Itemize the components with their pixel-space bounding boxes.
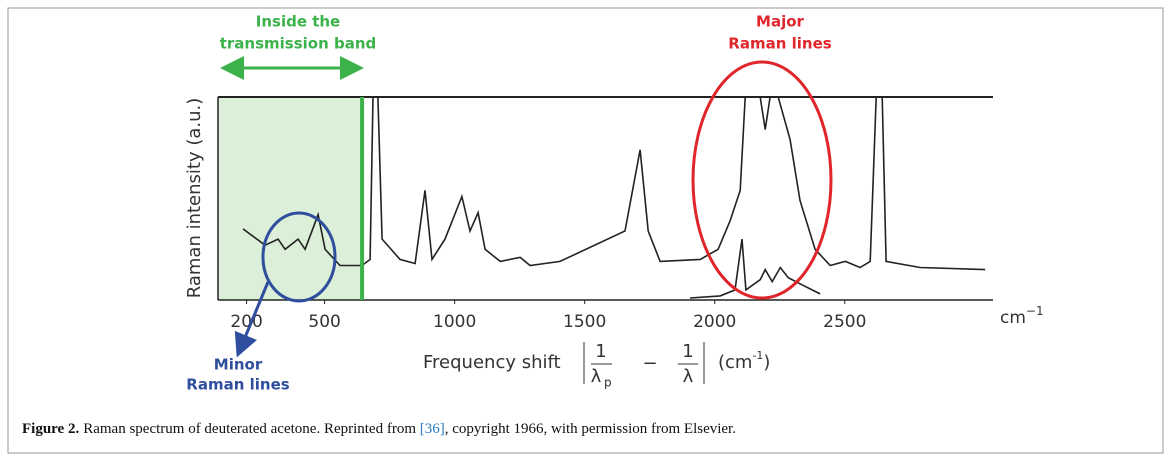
- denominator: λ: [683, 366, 694, 387]
- band-label: transmission band: [220, 35, 377, 53]
- x-tick-label: 500: [308, 312, 340, 332]
- unit: ): [763, 352, 770, 373]
- numerator: 1: [595, 341, 606, 362]
- x-label-text: Frequency shift: [423, 352, 561, 373]
- major-label: Major: [756, 13, 804, 31]
- svg-text:(cm-1): (cm-1): [718, 349, 770, 373]
- caption: Figure 2. Raman spectrum of deuterated ac…: [22, 421, 736, 437]
- subscript: p: [604, 376, 612, 390]
- unit-exp: -1: [752, 349, 763, 362]
- band-label: Inside the: [256, 13, 341, 31]
- x-tick-label: 2500: [823, 312, 866, 332]
- y-axis-label: Raman intensity (a.u.): [184, 98, 205, 299]
- figure-border: [7, 7, 1164, 454]
- caption-label: Figure 2.: [22, 421, 79, 437]
- transmission-band: [218, 97, 363, 300]
- x-tick-label: 1500: [563, 312, 606, 332]
- spectrum-line: [242, 96, 986, 271]
- x-tick-label: 1000: [433, 312, 476, 332]
- caption-text: , copyright 1966, with permission from E…: [445, 421, 736, 437]
- caption-ref[interactable]: [36]: [420, 421, 445, 437]
- major-label: Raman lines: [728, 35, 831, 53]
- denominator: λ: [591, 366, 602, 387]
- spectrum-line: [689, 238, 821, 299]
- x-unit-base: cm: [1000, 308, 1026, 328]
- minor-label: Minor: [214, 356, 263, 374]
- unit: (cm: [718, 352, 752, 373]
- x-unit: cm−1: [1000, 304, 1044, 329]
- major-ellipse: [691, 60, 833, 300]
- minus: −: [642, 353, 657, 374]
- minor-arrow: [234, 281, 270, 358]
- x-axis-label: Frequency shift 1 λ p − 1 λ (cm-1): [423, 341, 770, 390]
- x-tick-label: 2000: [693, 312, 736, 332]
- minor-ellipse: [261, 211, 337, 303]
- caption-text: Raman spectrum of deuterated acetone. Re…: [83, 421, 420, 437]
- numerator: 1: [682, 341, 693, 362]
- x-tick-label: 200: [230, 312, 262, 332]
- minor-label: Raman lines: [186, 376, 289, 394]
- x-unit-exp: −1: [1026, 304, 1044, 318]
